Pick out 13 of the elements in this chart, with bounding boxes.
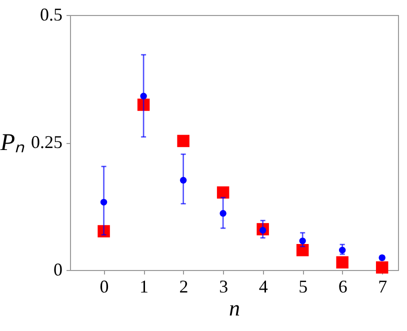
y-tick-label: 0 (54, 260, 62, 280)
y-axis-title: Pₙ (0, 130, 25, 156)
x-tick-label: 6 (338, 276, 348, 296)
x-tick-label: 1 (140, 276, 149, 296)
x-axis-title: n (229, 296, 240, 320)
x-tick-label: 3 (219, 276, 228, 296)
x-tick-label: 7 (378, 276, 388, 296)
x-tick-label: 2 (179, 276, 188, 296)
y-tick-label: 0.5 (40, 4, 62, 24)
y-tick-label: 0.25 (31, 132, 62, 152)
x-tick-label: 5 (298, 276, 308, 296)
x-tick-label: 0 (100, 276, 109, 296)
x-tick-label: 4 (258, 276, 268, 296)
